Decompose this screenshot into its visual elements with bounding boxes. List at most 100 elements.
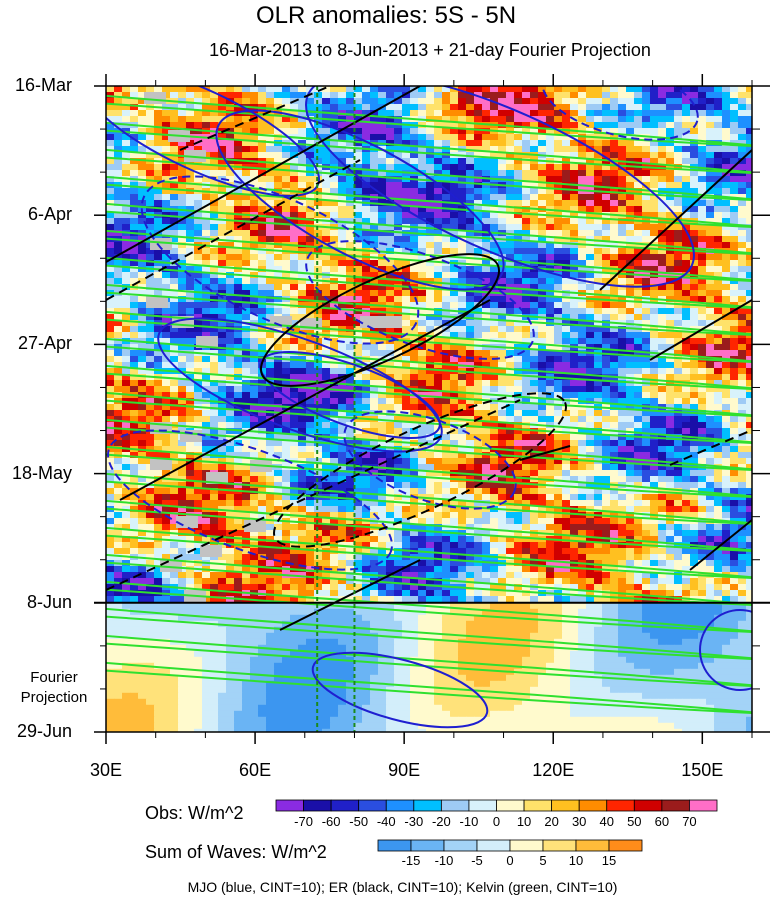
missing-data-cell [180,430,202,442]
kelvin-contour [106,175,752,229]
missing-data-cell [360,316,382,328]
colorbar-swatch [330,799,360,812]
colorbar-tick-label: -70 [294,814,313,829]
x-tick-label: 30E [89,760,123,780]
er-contour [689,519,752,571]
er-contour [649,299,752,361]
er-contour [179,86,331,151]
colorbar-swatch [633,799,663,812]
missing-data-cell [176,516,198,528]
colorbar-swatch [606,799,635,812]
er-contour [106,399,521,591]
axes-frame [94,85,770,733]
er-contour [106,86,421,263]
kelvin-contour [106,661,752,715]
colorbar-swatch [385,799,415,812]
er-contour [119,299,491,501]
wave-contours [106,86,752,729]
colorbar-tick-label: -40 [376,814,396,829]
colorbar-swatch [578,799,608,812]
colorbar-swatch [661,799,690,812]
colorbar-tick-label: -50 [349,814,369,829]
colorbar-tick-label: 10 [568,853,584,868]
chart-title: OLR anomalies: 5S - 5N [255,2,517,29]
colorbar-tick-label: -20 [431,814,451,829]
colorbar-swatch [608,839,643,852]
y-tick-label: 8-Jun [26,591,72,612]
colorbar-tick-label: -15 [401,853,421,868]
missing-data-cell [380,316,402,328]
mjo-contour [140,175,420,345]
projection-label-line: Projection [20,689,88,706]
mjo-contour [541,86,699,141]
colorbar-swatch [303,799,332,812]
axis-ticks [94,74,770,744]
x-tick-label: 120E [532,760,575,780]
colorbar-swatch [496,799,525,812]
er-contour [599,149,752,291]
missing-data-cell [150,458,172,470]
kelvin-contour [106,445,752,499]
colorbar-swatch [275,799,304,812]
footnote: MJO (blue, CINT=10); ER (black, CINT=10)… [187,879,618,895]
colorbar-tick-label: 0 [492,814,501,829]
colorbar-tick-label: 40 [599,814,614,829]
kelvin-contour [106,634,752,688]
colorbar-tick-label: -5 [471,853,483,868]
colorbar-swatch [440,799,470,812]
kelvin-contour [106,121,752,175]
kelvin-contour [106,526,752,580]
colorbar-tick-label: -60 [321,814,341,829]
mjo-contour [699,609,752,691]
kelvin-contour [106,229,752,283]
colorbar-tick-label: -30 [404,814,424,829]
y-tick-label: 29-Jun [16,721,72,741]
kelvin-contour [106,337,752,391]
colorbar-tick-label: 50 [627,814,642,829]
kelvin-contour [106,499,752,553]
missing-data-cell [144,92,166,104]
missing-data-cell [150,238,172,250]
missing-data-cell [206,472,228,484]
plot-border [105,85,753,733]
y-tick-label: 18-May [11,462,72,483]
missing-data-cell [146,296,168,308]
chart-subtitle: 16-Mar-2013 to 8-Jun-2013 + 21-day Fouri… [209,40,651,60]
kelvin-contour [106,553,752,607]
er-contour [519,445,571,461]
colorbar-tick-label: 15 [601,853,617,868]
kelvin-contour [106,202,752,256]
colorbar-tick-label: 30 [571,814,587,829]
x-tick-label: 90E [388,760,421,780]
fourier-label-line: Fourier [30,669,78,686]
colorbar-tick-label: 5 [539,853,547,868]
colorbar-tick-label: -10 [434,853,454,868]
colorbar-tick-label: 10 [516,814,532,829]
kelvin-contour [106,472,752,526]
colorbar-tick-label: 60 [654,814,670,829]
colorbar-swatch [575,839,610,852]
colorbars [275,799,718,852]
er-contour [259,253,501,387]
colorbar-tick-label: 70 [682,814,697,829]
colorbar-swatch [476,839,511,852]
colorbar-swatch [542,839,577,852]
mjo-contour [343,410,517,510]
colorbar-swatch [523,799,553,812]
colorbar-swatch [468,799,497,812]
obs-colorbar-label: Obs: W/m^2 [145,803,244,823]
kelvin-contour [106,256,752,310]
colorbar-swatch [410,839,445,852]
kelvin-contour [106,148,752,202]
colorbar-tick-label: 20 [544,814,559,829]
colorbar-swatch [443,839,478,852]
mjo-contour [107,429,393,571]
x-tick-label: 150E [681,760,724,780]
missing-data-cell [244,520,266,532]
y-tick-label: 27-Apr [17,333,72,354]
mjo-contour [215,109,505,291]
y-tick-label: 6-Apr [27,204,72,225]
colorbar-swatch [509,839,544,852]
colorbar-swatch [551,799,580,812]
